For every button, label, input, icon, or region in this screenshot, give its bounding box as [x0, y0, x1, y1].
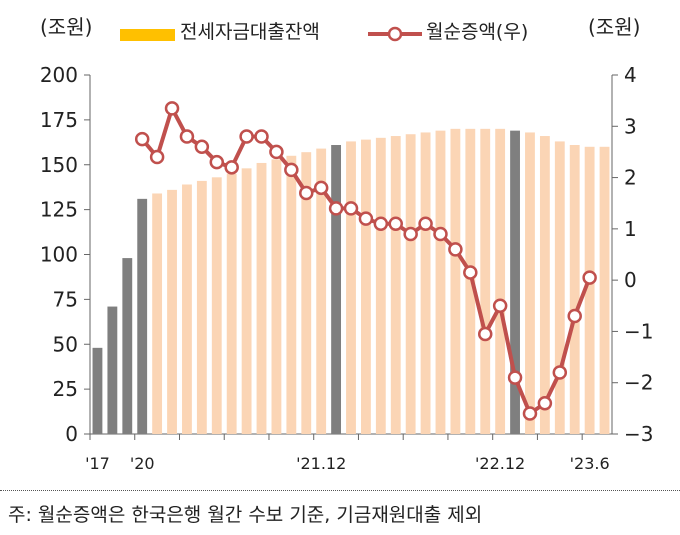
- line-point: [149, 149, 165, 165]
- x-tick-label: '17: [85, 454, 110, 473]
- right-axis-unit: (조원): [588, 15, 640, 39]
- bar: [211, 177, 222, 434]
- left-tick-label: 25: [53, 377, 78, 401]
- bar: [152, 193, 163, 434]
- bar: [584, 146, 595, 435]
- bar: [435, 130, 446, 434]
- bar: [226, 173, 237, 434]
- right-tick-label: 0: [624, 268, 637, 292]
- bar: [182, 184, 192, 434]
- line-point: [507, 370, 523, 385]
- bar: [316, 148, 327, 434]
- bar: [510, 130, 520, 434]
- bar: [599, 146, 610, 435]
- line-point: [164, 101, 180, 116]
- left-tick-label: 100: [40, 243, 78, 267]
- left-tick-label: 150: [40, 153, 78, 177]
- left-tick-label: 200: [40, 63, 78, 87]
- line-point: [269, 144, 284, 160]
- bar: [301, 152, 312, 434]
- bar: [241, 168, 252, 434]
- line-point: [418, 216, 433, 231]
- legend-line-label: 월순증액(우): [426, 21, 528, 43]
- bar: [167, 189, 177, 434]
- bar: [196, 180, 207, 434]
- bar: [495, 128, 506, 434]
- x-tick-label: '20: [130, 454, 155, 473]
- line-point: [194, 139, 210, 155]
- right-tick-label: 3: [624, 114, 637, 138]
- line-point: [463, 265, 478, 280]
- right-tick-label: −2: [624, 371, 653, 395]
- bar: [375, 137, 386, 434]
- line-point: [239, 129, 254, 144]
- line-point: [224, 160, 239, 175]
- left-tick-label: 125: [40, 198, 78, 222]
- line-point: [537, 395, 553, 411]
- legend-bar-label: 전세자금대출잔액: [180, 21, 320, 43]
- bar: [420, 132, 431, 434]
- x-tick-label: '23.6: [570, 454, 610, 473]
- line-point: [567, 308, 582, 324]
- line-point: [209, 154, 225, 170]
- left-axis-unit: (조원): [40, 15, 92, 39]
- line-point: [492, 298, 508, 314]
- bar: [286, 155, 297, 434]
- left-tick-label: 175: [40, 108, 78, 132]
- right-tick-label: 1: [624, 217, 637, 241]
- left-tick-label: 75: [53, 287, 78, 311]
- line-point: [522, 406, 538, 421]
- bar: [107, 306, 118, 434]
- bar: [554, 141, 565, 435]
- bar: [360, 139, 371, 434]
- bar: [569, 145, 580, 434]
- bar: [92, 347, 103, 434]
- bar: [122, 258, 133, 434]
- line-point: [403, 226, 418, 242]
- line-point: [299, 185, 314, 201]
- bar: [271, 159, 282, 435]
- line-point: [254, 129, 269, 144]
- line-point: [448, 242, 463, 257]
- line-point: [477, 326, 493, 342]
- bar: [331, 145, 342, 434]
- legend-bar-swatch: [120, 29, 175, 41]
- line-point: [343, 201, 359, 216]
- bar: [480, 128, 491, 434]
- chart: 0 25 50 75 100 125 150 175 200 −3 −2 −1 0 1 2 3 4 '17 '20 '…: [40, 15, 654, 473]
- line-point: [179, 129, 195, 144]
- bar: [450, 128, 461, 434]
- bar: [390, 136, 401, 434]
- line-point: [313, 180, 329, 196]
- line-point: [552, 365, 568, 380]
- right-tick-label: −3: [624, 422, 653, 446]
- bar: [539, 136, 550, 434]
- line-point: [328, 201, 344, 216]
- line-point: [388, 216, 403, 231]
- x-tick-label: '22.12: [475, 454, 525, 473]
- line-point: [134, 131, 150, 147]
- legend-line-marker: [387, 26, 403, 42]
- line-point: [373, 216, 389, 231]
- footnote: 주: 월순증액은 한국은행 월간 수보 기준, 기금재원대출 제외: [8, 504, 483, 526]
- left-tick-label: 50: [53, 332, 78, 356]
- line-point: [582, 270, 597, 285]
- footnote-divider: [0, 490, 680, 491]
- right-tick-label: −1: [624, 319, 653, 343]
- right-tick-label: 4: [624, 63, 637, 87]
- line-point: [433, 226, 448, 242]
- line-point: [358, 211, 374, 226]
- bar: [405, 134, 416, 435]
- bar: [256, 162, 267, 434]
- bar: [525, 132, 535, 434]
- line-point: [284, 162, 299, 178]
- bar: [346, 141, 356, 435]
- bar: [137, 198, 148, 434]
- x-tick-label: '21.12: [296, 454, 346, 473]
- bar: [465, 128, 476, 434]
- right-tick-label: 2: [624, 166, 637, 190]
- left-tick-label: 0: [65, 422, 78, 446]
